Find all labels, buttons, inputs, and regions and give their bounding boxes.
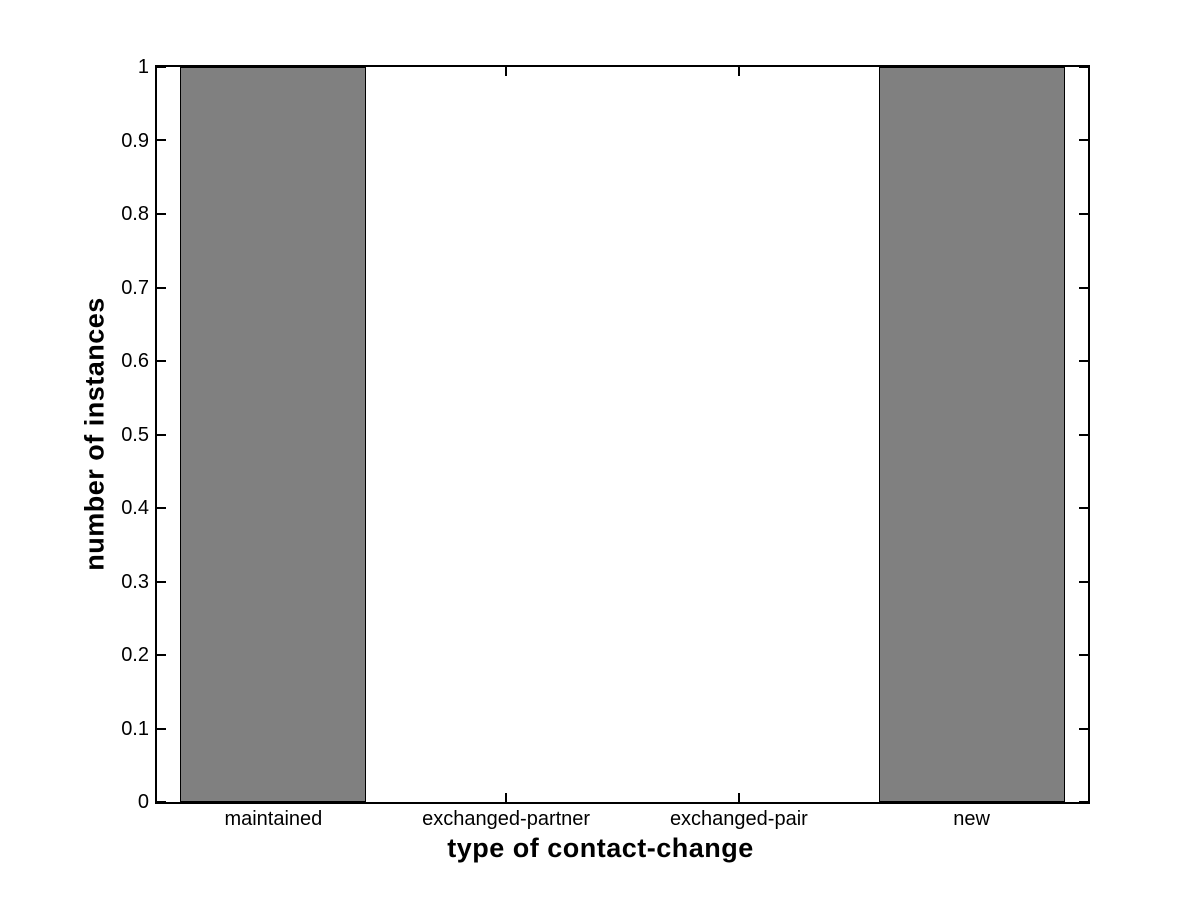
- y-tick-label: 0: [137, 791, 149, 813]
- axis-tick-mark: [1079, 581, 1088, 583]
- y-tick-label: 0.1: [121, 717, 149, 740]
- bar-new: [878, 67, 1065, 802]
- axis-tick-mark: [1079, 213, 1088, 215]
- axis-tick-mark: [157, 360, 166, 362]
- axis-tick-mark: [1079, 507, 1088, 509]
- axis-tick-mark: [1079, 728, 1088, 730]
- axis-tick-mark: [1079, 434, 1088, 436]
- y-tick-label: 0.4: [121, 497, 149, 519]
- axis-tick-mark: [1079, 287, 1088, 289]
- x-tick-label: new: [953, 808, 990, 830]
- axis-tick-mark: [157, 581, 166, 583]
- axis-tick-mark: [157, 434, 166, 436]
- y-tick-label: 0.9: [121, 129, 149, 152]
- axis-tick-mark: [1079, 801, 1088, 803]
- axis-tick-mark: [157, 287, 166, 289]
- y-axis-label: number of instances: [79, 297, 110, 571]
- axis-tick-mark: [1079, 360, 1088, 362]
- y-tick-label: 0.2: [121, 644, 149, 666]
- y-tick-label: 0.8: [121, 203, 149, 225]
- bar-maintained: [180, 67, 367, 802]
- axis-tick-mark: [1079, 66, 1088, 68]
- axis-tick-mark: [157, 507, 166, 509]
- axis-tick-mark: [157, 66, 166, 68]
- x-tick-label: exchanged-pair: [669, 808, 808, 830]
- axis-tick-mark: [1079, 139, 1088, 141]
- axis-tick-mark: [738, 67, 740, 76]
- y-tick-label: 0.5: [121, 423, 149, 446]
- axis-tick-mark: [157, 139, 166, 141]
- axis-tick-mark: [157, 728, 166, 730]
- y-tick-label: 0.7: [121, 276, 149, 299]
- x-axis-label: type of contact-change: [447, 833, 754, 863]
- axis-tick-mark: [1079, 654, 1088, 656]
- axis-tick-mark: [505, 793, 507, 802]
- y-tick-label: 1: [137, 56, 149, 78]
- x-tick-label: maintained: [224, 808, 323, 830]
- axis-tick-mark: [157, 213, 166, 215]
- plot-area: [155, 65, 1090, 804]
- axis-tick-mark: [157, 801, 166, 803]
- x-tick-label: exchanged-partner: [422, 808, 591, 830]
- y-tick-label: 0.6: [121, 350, 149, 372]
- axis-tick-mark: [505, 67, 507, 76]
- y-tick-label: 0.3: [121, 570, 149, 593]
- axis-tick-mark: [157, 654, 166, 656]
- axis-tick-mark: [738, 793, 740, 802]
